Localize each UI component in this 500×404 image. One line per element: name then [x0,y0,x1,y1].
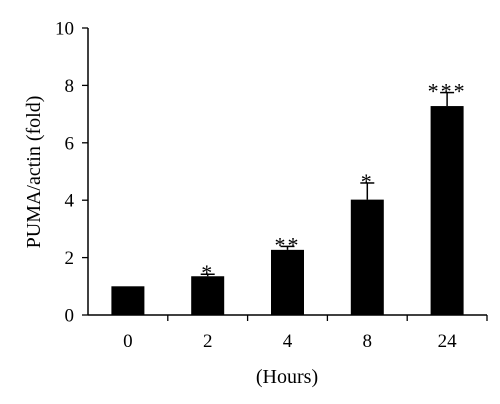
bar [271,249,304,315]
y-axis-title: PUMA/actin (fold) [23,96,45,249]
y-tick-label: 0 [65,306,75,327]
y-tick-label: 8 [65,76,75,97]
x-tick-label: 0 [123,331,133,352]
bar [350,199,384,315]
x-tick-label: 8 [363,331,373,352]
bar [430,106,464,316]
y-tick-label: 10 [55,19,74,40]
significance-markers: ******* [201,79,467,286]
significance-marker: *** [428,79,467,104]
x-tick-label: 2 [203,331,213,352]
y-tick-label: 2 [65,248,75,269]
significance-marker: * [361,169,374,194]
significance-marker: * [201,260,214,285]
error-bars [200,91,455,277]
y-axis-ticks: 0 2 4 6 8 10 [55,19,88,327]
x-tick-label: 4 [283,331,293,352]
significance-marker: ** [275,232,301,257]
x-tick-label: 24 [438,331,458,352]
y-tick-label: 4 [65,191,75,212]
bar [191,276,225,315]
bar [111,286,145,315]
bars [111,106,464,316]
y-tick-label: 6 [65,133,75,154]
x-axis-title: (Hours) [256,366,318,388]
x-axis-ticks: 0 2 4 8 24 [123,315,488,352]
